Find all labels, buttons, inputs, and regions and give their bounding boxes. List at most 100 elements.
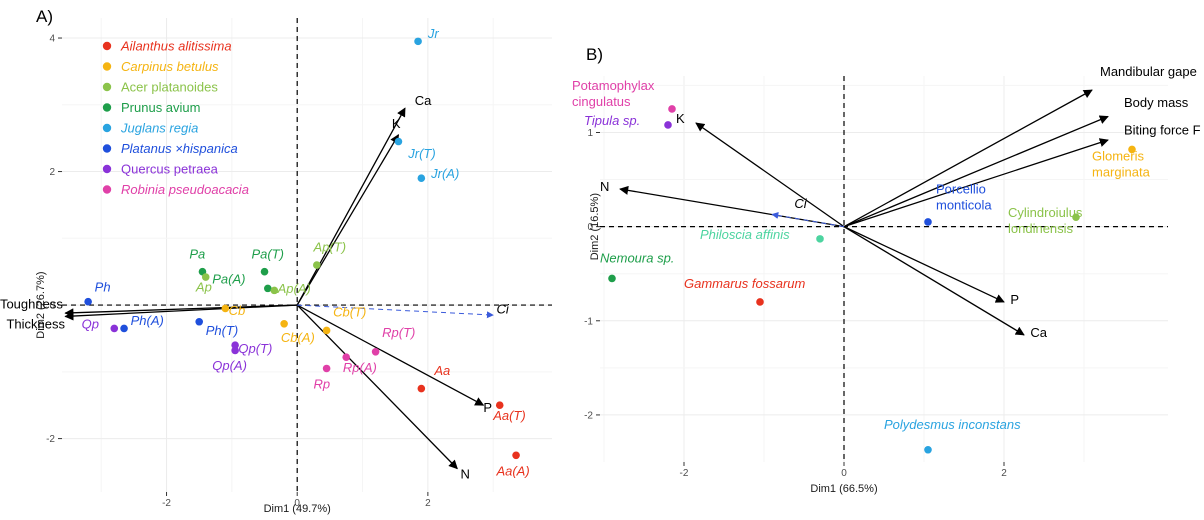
vector-label: N [461,467,470,482]
legend-swatch [102,185,112,194]
point-label: Qp(T) [238,341,272,356]
point-label: Cb(A) [281,330,315,345]
panel-b-letter: B) [586,45,603,64]
data-point [313,261,321,269]
loading-vector-mandibular-gape [843,89,1093,228]
y-tick-label: -2 [584,410,593,421]
point-label: Ap [195,280,212,295]
data-point [756,298,764,306]
point-label: Cb(T) [333,304,366,319]
legend-entry: Carpinus betulus [121,59,219,74]
data-point [84,297,92,306]
legend-swatch [102,82,112,92]
data-point [322,326,331,335]
legend-swatch [102,144,112,153]
data-point [231,341,239,349]
loading-vector-p [843,226,1005,303]
data-point [231,346,239,355]
data-point [512,451,520,460]
y-tick-label: 4 [49,34,55,45]
x-axis-title: Dim1 (66.5%) [810,483,877,495]
y-axis-title: Dim2 (26.7%) [35,271,47,338]
data-point [110,324,119,333]
loading-vector-thickness [64,304,298,321]
point-label: Jr(A) [430,166,459,181]
data-point [221,304,230,313]
legend-entry: Ailanthus alitissima [120,39,232,54]
vector-label: Toughness [0,296,63,311]
point-label: Polydesmus inconstans [884,417,1021,432]
point-label-line: Porcellio [936,182,986,197]
point-label: Ap(A) [277,281,311,296]
panel-a-letter: A) [36,7,53,26]
point-label: Porcellio monticola [936,182,992,213]
legend-entry: Platanus ×hispanica [121,141,238,156]
point-label: Rp(T) [382,325,415,340]
point-label: Jr(T) [407,146,435,161]
loading-vector-k [296,134,400,306]
point-label: Aa(A) [495,463,529,478]
loading-vector-n [619,185,845,228]
loading-vector-ca [296,107,406,306]
point-label-line: monticola [936,198,992,213]
legend-entry: Prunus avium [121,100,200,115]
legend-swatch [102,164,112,174]
x-axis-title: Dim1 (49.7%) [264,503,331,515]
data-point [371,348,380,356]
data-point [664,121,672,129]
data-point [668,105,676,113]
data-point [495,401,504,410]
point-label-line: cingulatus [572,94,631,109]
data-point [280,319,288,328]
data-point [414,37,422,46]
data-point [322,364,331,373]
point-label: Pa(T) [251,246,284,261]
vector-label: Biting force F [1124,122,1201,137]
data-point [201,273,210,281]
point-label-line: londinensis [1008,221,1074,236]
point-label: Aa [433,363,450,378]
point-label: Jr [427,26,440,41]
point-label: Cb [229,303,246,318]
vector-label: K [676,111,685,126]
loading-vector-body-mass [843,115,1109,228]
point-label: Potamophylax cingulatus [572,78,655,109]
point-label: Qp [82,316,99,331]
point-label: Gammarus fossarum [684,276,806,291]
data-point [120,324,128,333]
y-tick-label: 0 [49,301,55,312]
legend-swatch [102,103,112,112]
data-point [260,267,269,276]
data-point [1128,145,1136,154]
data-point [195,317,203,326]
point-label: Tipula sp. [584,113,640,128]
legend-swatch [102,123,112,133]
point-label-line: marginata [1092,165,1151,180]
point-label-line: Cylindroiulus [1008,205,1083,220]
panel-b-plot: -2 0 2 -2 -1 0 1 Dim1 (66.5%) Dim2 (16.5%) Mandib… [572,64,1201,495]
panel-a-plot: -2 0 2 -2 0 2 4 Dim1 (49.7%) Dim2 (26.7%) Ca K Toug… [0,18,552,515]
point-label-line: Glomeris [1092,149,1145,164]
x-tick-label: 2 [1001,468,1007,479]
vector-label: N [600,179,609,194]
point-label: Pa(A) [212,272,245,287]
y-tick-label: -1 [584,316,593,327]
y-tick-label: -2 [46,434,55,445]
loading-vector-ci [771,212,845,228]
vector-label: P [1010,292,1019,307]
point-label: Qp(A) [212,358,247,373]
data-point [608,274,616,283]
loading-vector-biting-force-f [843,138,1109,228]
point-label: Ap(T) [313,240,347,255]
vector-label: Thickness [6,316,65,331]
point-label: Glomeris marginata [1092,149,1151,180]
point-label: Ph [95,280,111,295]
legend-swatch [102,41,112,51]
legend-entry: Robinia pseudoacacia [121,182,249,197]
vector-label: Ci [496,302,509,317]
data-point [342,353,351,361]
point-label-line: Potamophylax [572,78,655,93]
loading-vector-ca [843,226,1025,336]
x-tick-label: -2 [680,468,689,479]
legend-entry: Acer platanoides [121,80,218,95]
